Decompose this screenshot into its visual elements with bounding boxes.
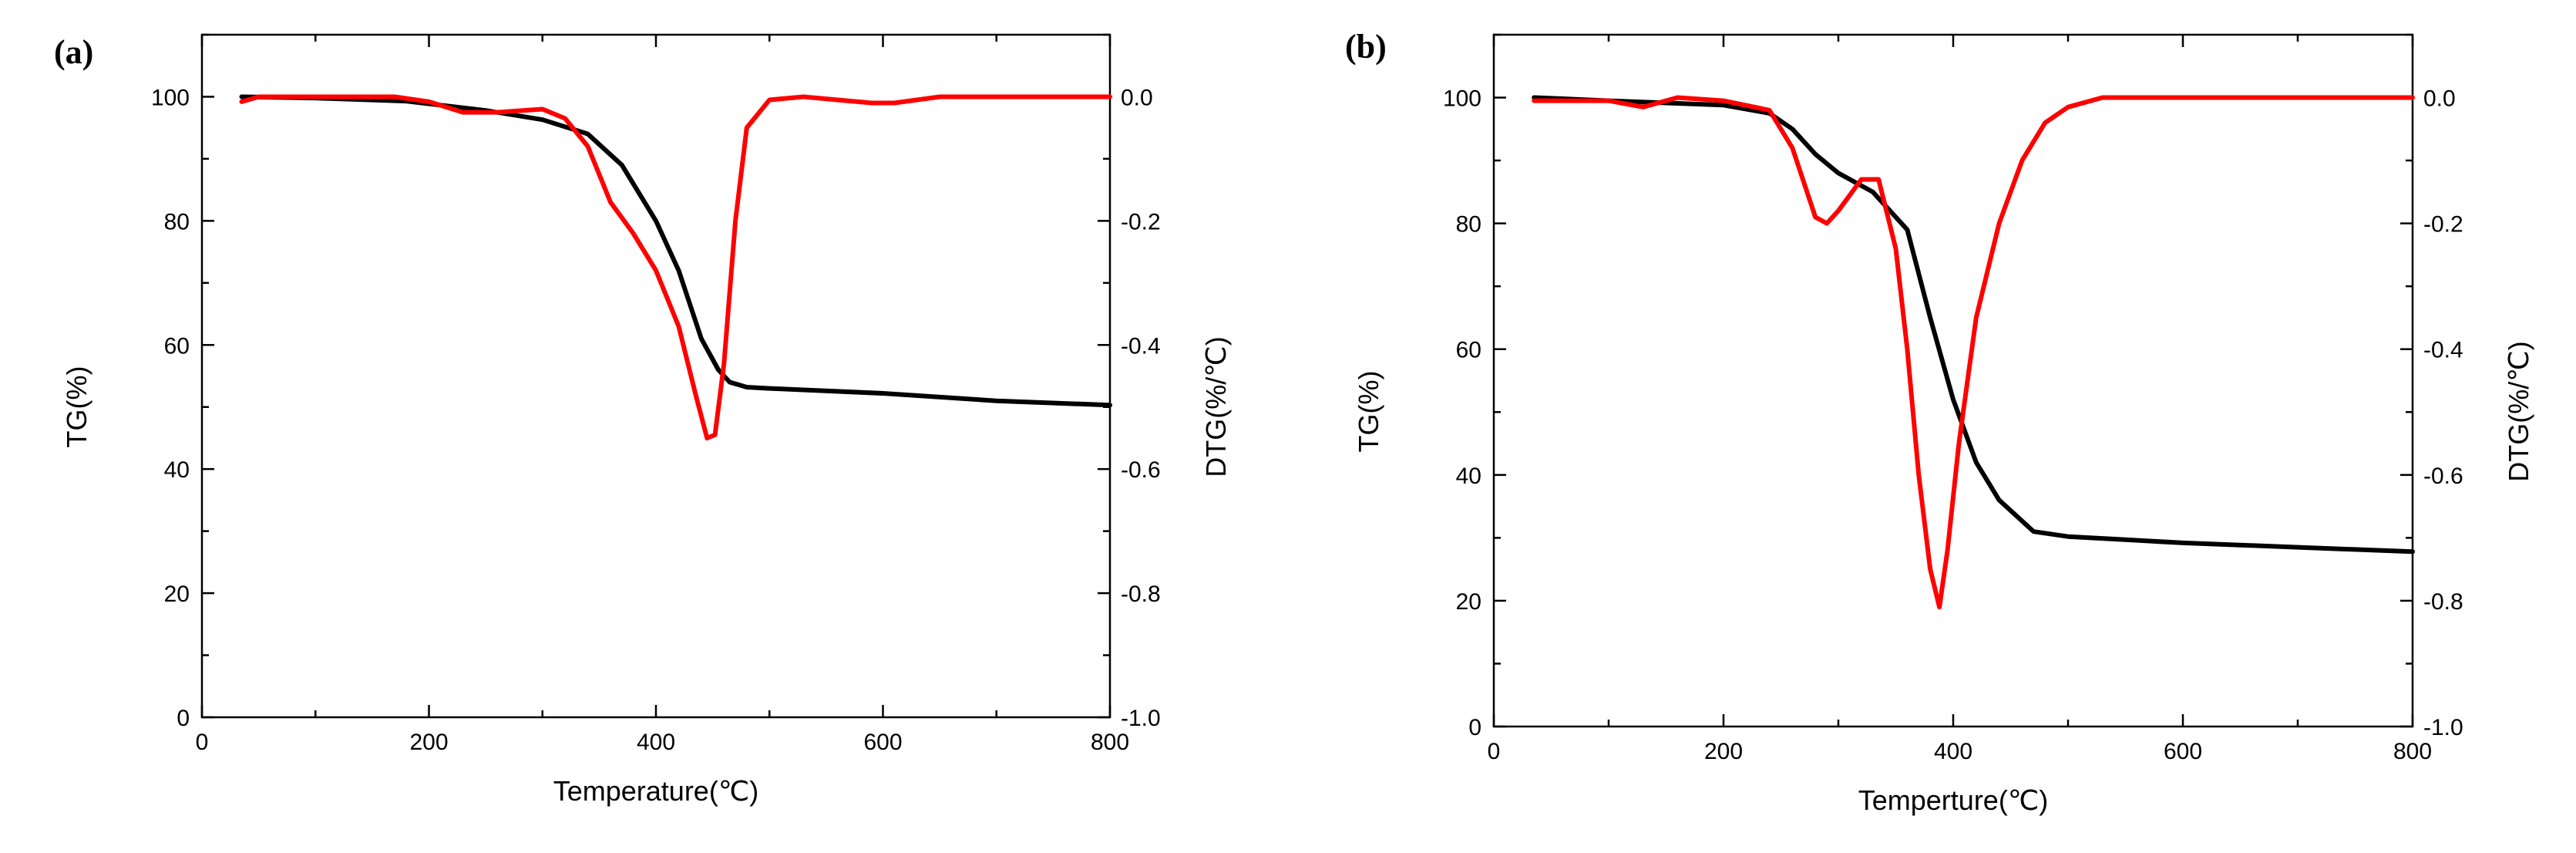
- x-axis-title: Temperture(℃): [1858, 784, 2048, 816]
- y-axis-title-right: DTG(%/℃): [2503, 341, 2534, 481]
- y-tick-label-left: 40: [1456, 464, 1481, 489]
- series-line-dtg: [1532, 95, 2415, 610]
- x-tick-label: 0: [1488, 739, 1501, 764]
- chart-panel-a: (a) 0 200 400 600 800 0 20 40 60 80 100 -1.0 -0.8 -0.6…: [54, 33, 1232, 807]
- panel-label: (a): [54, 33, 93, 71]
- y-tick-label-left: 20: [164, 582, 190, 607]
- x-tick-label: 600: [2164, 739, 2202, 764]
- plot-frame: [1492, 33, 2414, 728]
- panel-label: (b): [1345, 28, 1387, 66]
- y-tick-label-right: -0.4: [2423, 338, 2463, 363]
- y-tick-label-left: 20: [1456, 589, 1481, 615]
- y-tick-label-left: 100: [151, 85, 190, 110]
- plot-frame: [200, 33, 1111, 719]
- y-tick-label-right: -0.6: [2423, 464, 2463, 489]
- chart-panel-b: (b) 0 200 400 600 800 0 20 40 60 80 100 -1.0 -0.8 -0.6…: [1345, 28, 2534, 816]
- y-tick-label-right: -0.2: [1121, 209, 1161, 234]
- x-tick-label: 400: [1934, 739, 1972, 764]
- y-tick-label-right: -0.6: [1121, 457, 1161, 483]
- x-tick-label: 800: [1091, 730, 1129, 755]
- y-tick-label-right: 0.0: [1121, 85, 1153, 110]
- y-axis-title-left: TG(%): [61, 366, 92, 448]
- y-tick-label-left: 40: [164, 457, 190, 483]
- x-tick-label: 200: [409, 730, 448, 755]
- y-tick-label-right: 0.0: [2423, 86, 2456, 112]
- series-line-dtg: [239, 94, 1112, 440]
- series-line-tg: [239, 94, 1112, 408]
- y-tick-label-left: 100: [1443, 86, 1481, 112]
- y-axis-title-right: DTG(%/℃): [1200, 336, 1232, 477]
- y-tick-label-left: 60: [1456, 338, 1481, 363]
- y-tick-label-left: 80: [1456, 212, 1481, 238]
- x-tick-label: 800: [2393, 739, 2432, 764]
- y-tick-label-right: -0.8: [2423, 589, 2463, 615]
- x-tick-label: 400: [637, 730, 675, 755]
- y-tick-label-right: -0.2: [2423, 212, 2463, 238]
- y-tick-label-right: -1.0: [1121, 706, 1161, 731]
- y-tick-label-right: -0.4: [1121, 333, 1161, 359]
- y-tick-label-left: 80: [164, 209, 190, 234]
- y-tick-label-left: 0: [177, 706, 190, 731]
- y-tick-label-left: 60: [164, 333, 190, 359]
- y-tick-label-right: -1.0: [2423, 715, 2463, 740]
- y-axis-title-left: TG(%): [1353, 371, 1384, 453]
- y-tick-label-right: -0.8: [1121, 582, 1161, 607]
- x-tick-label: 0: [196, 730, 209, 755]
- x-axis-title: Temperature(℃): [553, 775, 759, 807]
- x-tick-label: 600: [863, 730, 902, 755]
- x-tick-label: 200: [1704, 739, 1743, 764]
- y-tick-label-left: 0: [1468, 715, 1481, 740]
